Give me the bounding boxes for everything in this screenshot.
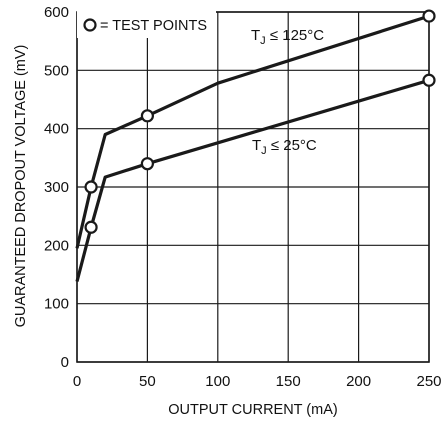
x-axis-label: OUTPUT CURRENT (mA) — [168, 402, 337, 418]
series-line-0 — [75, 14, 430, 249]
legend-test-point-marker — [83, 18, 97, 32]
series-label-25c: TJ ≤ 25°C — [252, 137, 317, 157]
y-axis-label: GUARANTEED DROPOUT VOLTAGE (mV) — [13, 45, 29, 328]
x-tick-label-50: 50 — [139, 373, 156, 390]
test-point-0-1 — [140, 109, 154, 123]
test-point-0-2 — [422, 9, 436, 23]
legend-label: = TEST POINTS — [100, 18, 207, 34]
x-tick-label-150: 150 — [276, 373, 301, 390]
series-label-125c: TJ ≤ 125°C — [251, 27, 324, 47]
legend-box — [77, 10, 216, 38]
y-tick-label-400: 400 — [44, 121, 69, 138]
test-point-1-1 — [140, 157, 154, 171]
x-tick-label-100: 100 — [205, 373, 230, 390]
series-lines — [75, 14, 430, 282]
plot-frame — [76, 11, 430, 363]
legend: = TEST POINTS — [77, 10, 216, 38]
y-tick-label-300: 300 — [44, 179, 69, 196]
tick-labels: 0 50 100 150 200 250 0 100 200 300 400 500 600 — [44, 4, 442, 390]
test-point-0-0 — [84, 180, 98, 194]
x-tick-label-200: 200 — [346, 373, 371, 390]
x-tick-label-250: 250 — [416, 373, 441, 390]
y-tick-label-600: 600 — [44, 4, 69, 21]
y-tick-label-0: 0 — [61, 354, 69, 371]
y-tick-label-100: 100 — [44, 296, 69, 313]
test-point-markers — [84, 9, 436, 234]
y-tick-label-200: 200 — [44, 237, 69, 254]
test-point-1-0 — [84, 220, 98, 234]
y-tick-label-500: 500 — [44, 62, 69, 79]
test-point-1-2 — [422, 73, 436, 87]
series-line-1 — [75, 78, 430, 282]
grid — [76, 11, 430, 363]
x-tick-label-0: 0 — [73, 373, 81, 390]
